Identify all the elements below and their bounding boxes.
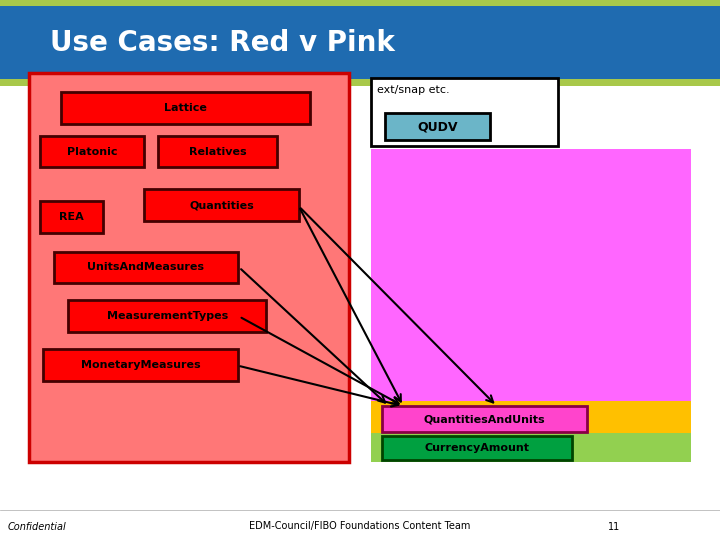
Bar: [371, 433, 691, 462]
Bar: [382, 436, 572, 460]
Bar: [61, 92, 310, 124]
Bar: [43, 349, 238, 381]
Text: Relatives: Relatives: [189, 147, 247, 157]
Bar: [68, 300, 266, 332]
Bar: [144, 189, 299, 221]
Text: CurrencyAmount: CurrencyAmount: [425, 443, 529, 453]
Text: QuantitiesAndUnits: QuantitiesAndUnits: [423, 414, 545, 424]
Text: Platonic: Platonic: [66, 147, 117, 157]
Bar: [382, 406, 587, 432]
Text: QUDV: QUDV: [417, 120, 458, 133]
Bar: [371, 401, 691, 435]
Text: UnitsAndMeasures: UnitsAndMeasures: [87, 262, 204, 272]
Bar: [40, 201, 103, 233]
FancyBboxPatch shape: [0, 6, 720, 79]
Bar: [385, 113, 490, 140]
Bar: [54, 252, 238, 283]
Text: Quantities: Quantities: [189, 200, 253, 210]
Text: EDM-Council/FIBO Foundations Content Team: EDM-Council/FIBO Foundations Content Tea…: [249, 522, 471, 531]
Text: MeasurementTypes: MeasurementTypes: [107, 311, 228, 321]
Text: MonetaryMeasures: MonetaryMeasures: [81, 360, 200, 370]
FancyBboxPatch shape: [0, 79, 720, 86]
Text: Use Cases: Red v Pink: Use Cases: Red v Pink: [50, 29, 395, 57]
Bar: [371, 148, 691, 402]
FancyBboxPatch shape: [0, 0, 720, 6]
Text: Lattice: Lattice: [164, 103, 207, 113]
Bar: [40, 136, 144, 167]
Text: Confidential: Confidential: [7, 522, 66, 531]
Text: ext/snap etc.: ext/snap etc.: [377, 85, 450, 95]
Bar: [29, 73, 349, 462]
Bar: [158, 136, 277, 167]
Text: 11: 11: [608, 522, 621, 531]
Text: REA: REA: [59, 212, 84, 222]
Bar: [371, 78, 558, 146]
